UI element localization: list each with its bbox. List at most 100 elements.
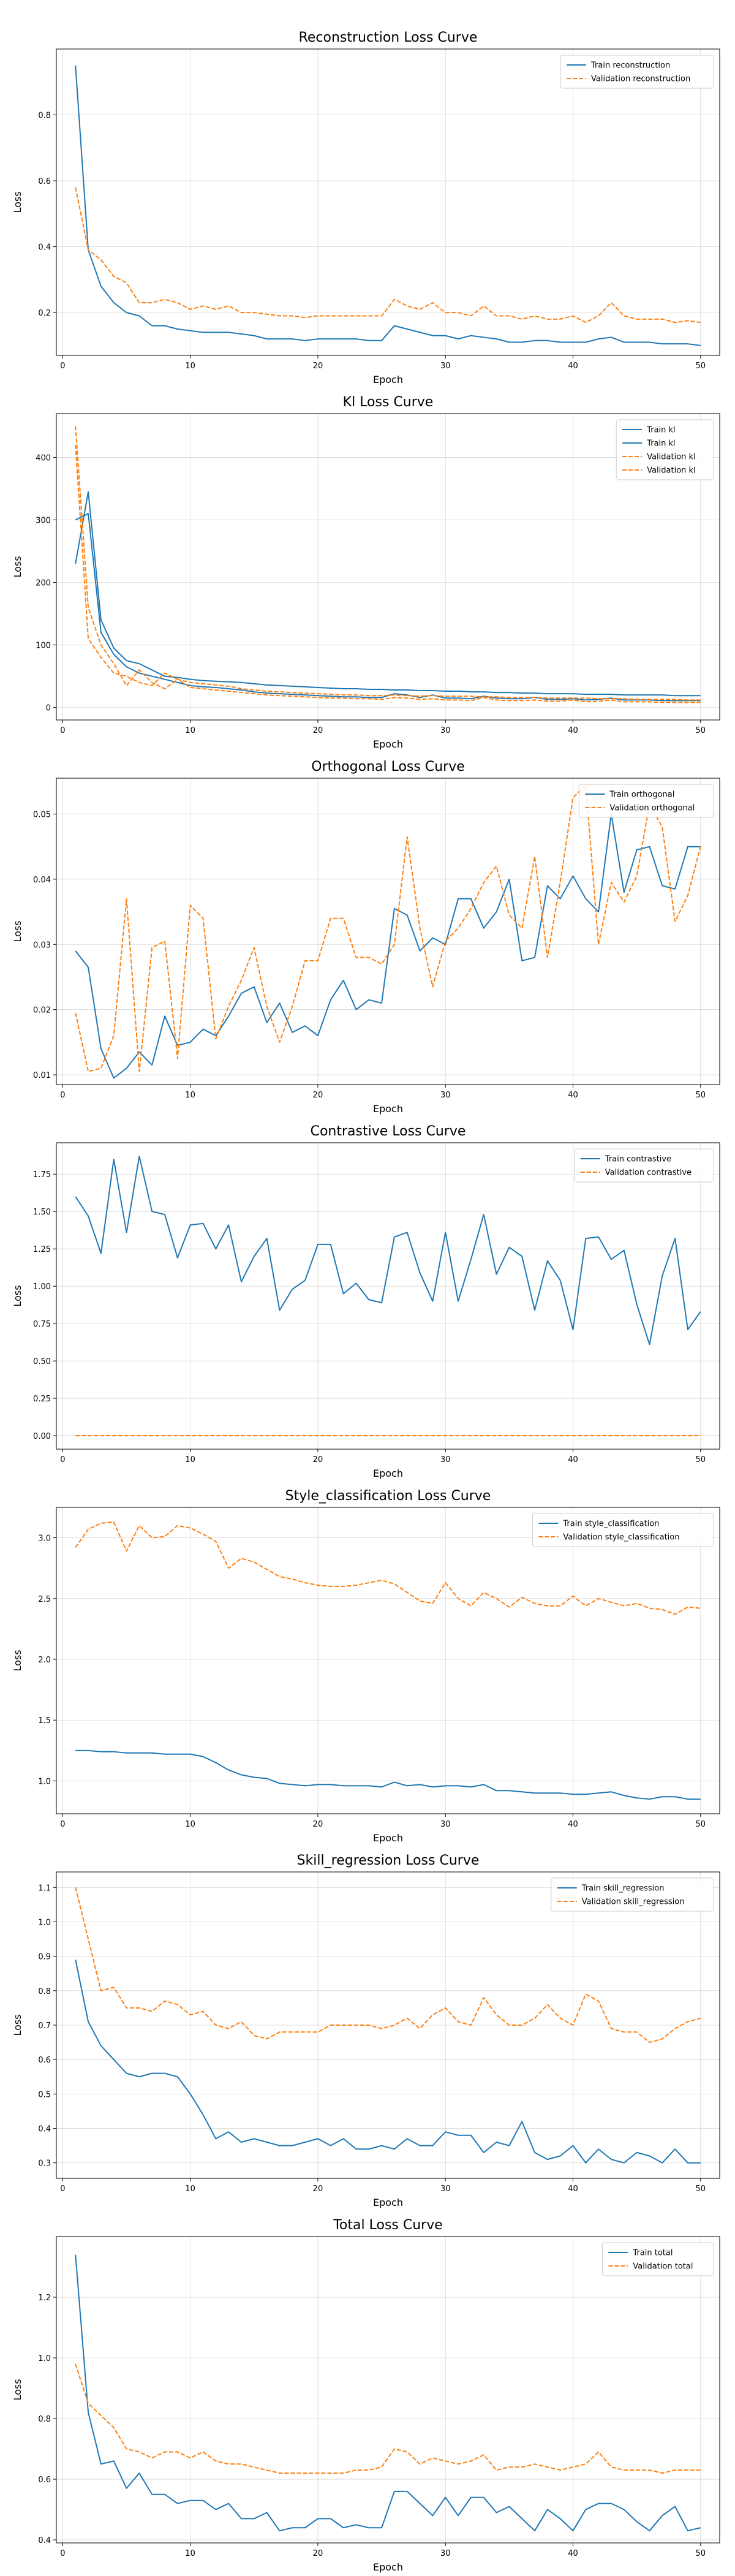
y-tick-label: 0.03 xyxy=(33,941,51,950)
y-tick-label: 1.2 xyxy=(38,2294,51,2303)
series-line-2 xyxy=(75,2363,701,2474)
legend-entry: Validation kl xyxy=(647,453,695,462)
x-tick-label: 50 xyxy=(695,362,706,371)
plot-area xyxy=(56,49,720,355)
series-line-1 xyxy=(75,813,701,1079)
y-tick-label: 200 xyxy=(36,579,51,588)
y-tick-label: 1.75 xyxy=(33,1170,51,1180)
legend-entry: Train kl xyxy=(646,439,675,449)
x-tick-label: 10 xyxy=(185,726,195,735)
legend-entry: Train skill_regression xyxy=(581,1884,665,1893)
chart-panel-5: 0 10 20 30 40 50 1.0 1.5 2.0 2.5 3.0 Style_classifi… xyxy=(12,1488,720,1844)
x-tick-label: 0 xyxy=(60,2549,65,2558)
x-tick-label: 40 xyxy=(568,2549,578,2558)
legend: Train orthogonal Validation orthogonal xyxy=(578,784,714,818)
chart-panel-3: 0 10 20 30 40 50 0.01 0.02 0.03 0.04 0.05 Orthogona… xyxy=(12,759,720,1115)
series-line-2 xyxy=(75,784,701,1072)
y-tick-label: 400 xyxy=(36,453,51,463)
chart-title: Kl Loss Curve xyxy=(343,395,434,410)
x-tick-label: 20 xyxy=(313,1455,323,1464)
x-tick-label: 40 xyxy=(568,726,578,735)
plot-area xyxy=(56,414,720,720)
series-line-1 xyxy=(75,2254,701,2532)
x-tick-label: 40 xyxy=(568,1820,578,1829)
x-tick-label: 10 xyxy=(185,1820,195,1829)
legend-entry: Train total xyxy=(632,2249,673,2258)
y-tick-label: 0.50 xyxy=(33,1357,51,1366)
y-tick-label: 0.04 xyxy=(33,876,51,885)
x-tick-label: 50 xyxy=(695,2184,706,2194)
x-tick-label: 50 xyxy=(695,1455,706,1464)
legend-box xyxy=(532,1513,714,1547)
chart-title: Skill_regression Loss Curve xyxy=(297,1853,480,1868)
y-tick-label: 0.05 xyxy=(33,811,51,820)
legend-entry: Validation skill_regression xyxy=(582,1898,685,1907)
x-tick-label: 0 xyxy=(60,362,65,371)
axes-frame xyxy=(56,778,720,1085)
x-tick-label: 30 xyxy=(440,2184,451,2194)
legend-entry: Validation orthogonal xyxy=(609,804,695,813)
y-axis-label: Loss xyxy=(12,191,23,213)
x-tick-label: 40 xyxy=(568,1455,578,1464)
x-tick-label: 10 xyxy=(185,1091,195,1100)
y-tick-label: 1.0 xyxy=(38,2354,51,2363)
y-tick-label: 1.25 xyxy=(33,1245,51,1254)
series-line-2 xyxy=(75,1887,701,2044)
x-tick-label: 0 xyxy=(60,2184,65,2194)
x-axis-label: Epoch xyxy=(373,1468,403,1479)
y-tick-label: 0.25 xyxy=(33,1395,51,1404)
legend: Train kl Train kl Validation kl Validation … xyxy=(616,419,714,480)
x-tick-label: 50 xyxy=(695,1820,706,1829)
y-tick-label: 0 xyxy=(46,704,51,713)
legend: Train reconstruction Validation reconstru… xyxy=(560,55,714,89)
legend-entry: Validation reconstruction xyxy=(591,75,690,84)
legend-box xyxy=(616,419,714,480)
y-axis-label: Loss xyxy=(12,2014,23,2036)
y-tick-label: 1.00 xyxy=(33,1282,51,1292)
chart-panel-2: 0 10 20 30 40 50 0 100 200 300 400 Kl Loss Curve Epo… xyxy=(12,395,720,750)
plot-area xyxy=(56,1507,720,1814)
legend-entry: Validation total xyxy=(633,2262,693,2271)
y-tick-label: 1.5 xyxy=(38,1716,51,1726)
series-line-1 xyxy=(75,65,701,346)
y-tick-label: 1.1 xyxy=(38,1884,51,1893)
y-tick-label: 0.2 xyxy=(38,309,51,318)
x-tick-label: 20 xyxy=(313,2184,323,2194)
y-tick-label: 0.5 xyxy=(38,2090,51,2099)
x-tick-label: 10 xyxy=(185,2549,195,2558)
chart-panel-4: 0 10 20 30 40 50 0.00 0.25 0.50 0.75 1.00 1.25 1.50 1… xyxy=(12,1124,720,1479)
chart-title: Orthogonal Loss Curve xyxy=(311,759,465,775)
plot-area xyxy=(56,2237,720,2543)
x-tick-label: 40 xyxy=(568,362,578,371)
y-tick-label: 3.0 xyxy=(38,1534,51,1544)
axes-frame xyxy=(56,48,720,356)
chart-panel-7: 0 10 20 30 40 50 0.4 0.6 0.8 1.0 1.2 Total Loss Cur… xyxy=(12,2218,720,2573)
series-line-1 xyxy=(75,1960,701,2164)
x-tick-label: 20 xyxy=(313,1820,323,1829)
legend-entry: Train style_classification xyxy=(562,1520,659,1529)
chart-title: Reconstruction Loss Curve xyxy=(299,30,478,45)
x-tick-label: 30 xyxy=(440,1455,451,1464)
y-tick-label: 0.8 xyxy=(38,1987,51,1996)
y-axis-label: Loss xyxy=(12,920,23,942)
series-line-2 xyxy=(75,187,701,324)
x-tick-label: 10 xyxy=(185,362,195,371)
x-tick-label: 10 xyxy=(185,2184,195,2194)
x-tick-label: 0 xyxy=(60,1820,65,1829)
x-tick-label: 20 xyxy=(313,2549,323,2558)
x-tick-label: 30 xyxy=(440,1091,451,1100)
y-tick-label: 0.75 xyxy=(33,1320,51,1329)
y-tick-label: 2.0 xyxy=(38,1656,51,1665)
x-axis-label: Epoch xyxy=(373,374,403,385)
legend-entry: Train orthogonal xyxy=(609,790,674,800)
y-tick-label: 0.7 xyxy=(38,2021,51,2031)
axes-frame xyxy=(56,1507,720,1814)
series-line-1 xyxy=(75,491,701,697)
y-axis-label: Loss xyxy=(12,1285,23,1306)
plot-area xyxy=(56,1143,720,1449)
series-line-4 xyxy=(75,444,701,703)
chart-title: Total Loss Curve xyxy=(333,2218,443,2233)
y-axis-label: Loss xyxy=(12,556,23,577)
